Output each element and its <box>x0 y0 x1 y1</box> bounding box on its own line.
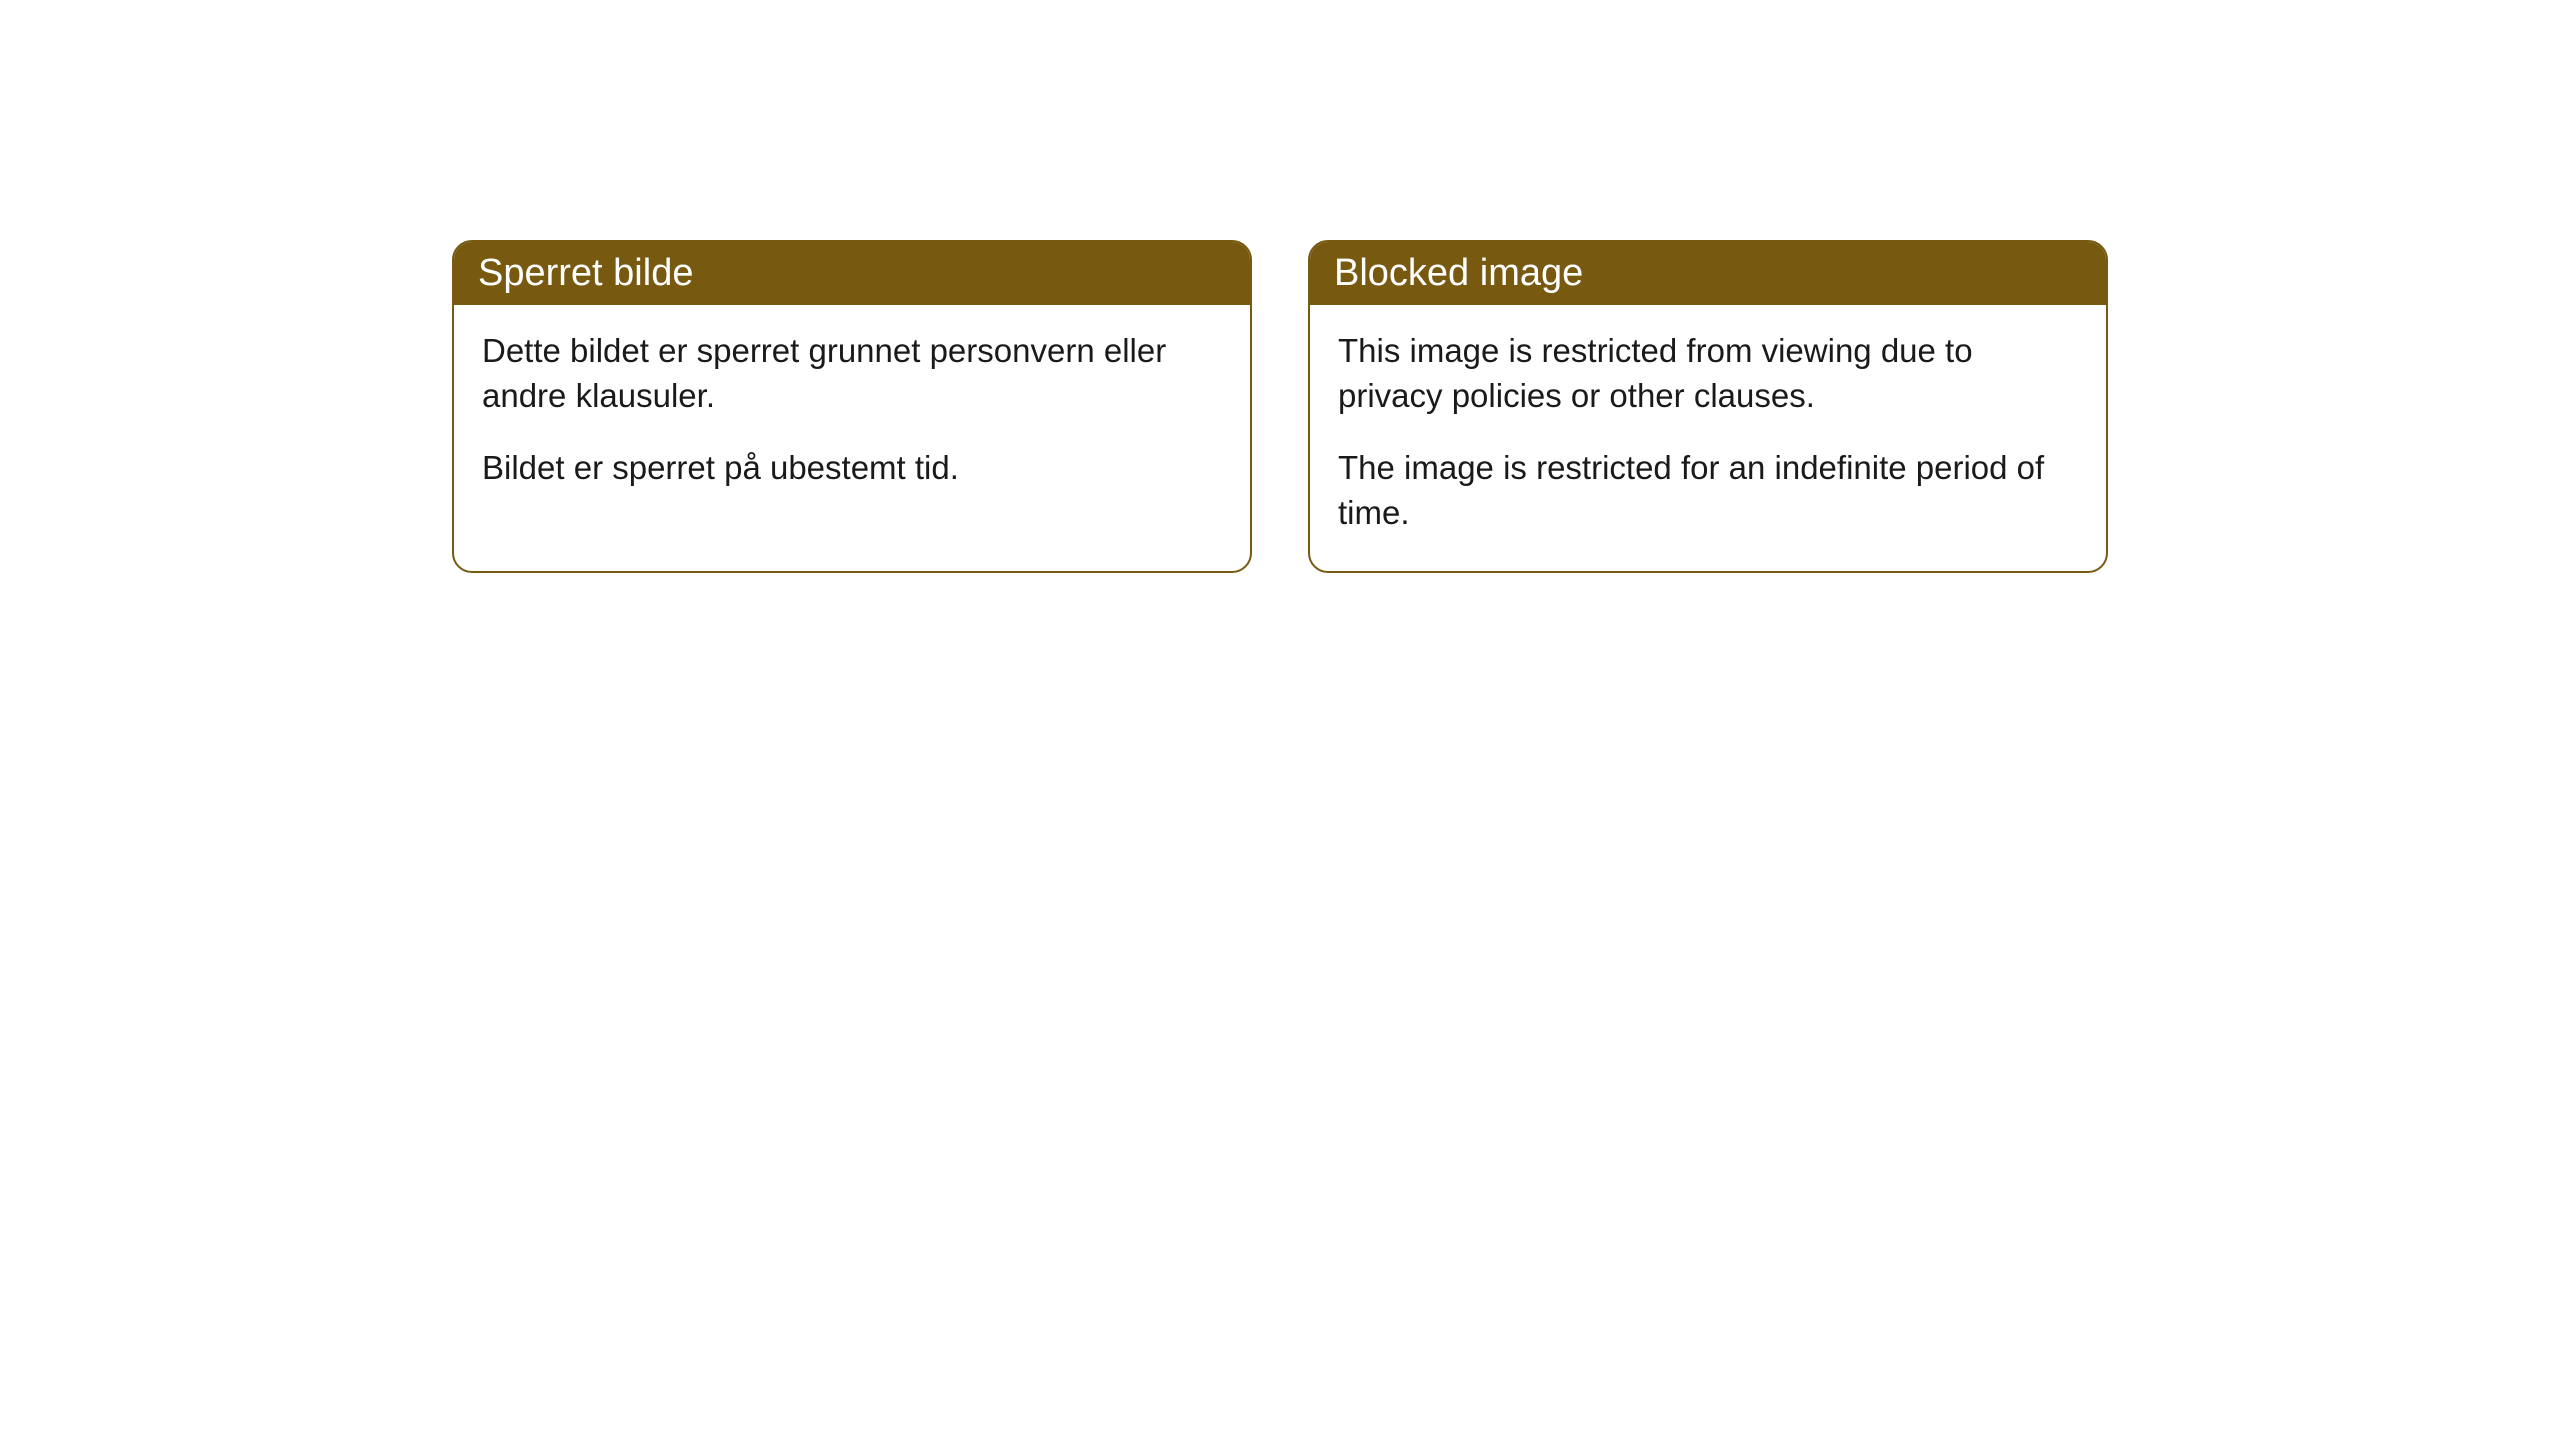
card-paragraph: The image is restricted for an indefinit… <box>1338 446 2078 535</box>
card-body: Dette bildet er sperret grunnet personve… <box>454 305 1250 527</box>
card-paragraph: Bildet er sperret på ubestemt tid. <box>482 446 1222 491</box>
card-paragraph: This image is restricted from viewing du… <box>1338 329 2078 418</box>
card-title: Blocked image <box>1334 252 1583 294</box>
card-header: Sperret bilde <box>454 242 1250 305</box>
card-body: This image is restricted from viewing du… <box>1310 305 2106 571</box>
card-header: Blocked image <box>1310 242 2106 305</box>
notice-card-norwegian: Sperret bilde Dette bildet er sperret gr… <box>452 240 1252 573</box>
notice-card-english: Blocked image This image is restricted f… <box>1308 240 2108 573</box>
notice-cards-container: Sperret bilde Dette bildet er sperret gr… <box>452 240 2560 573</box>
card-paragraph: Dette bildet er sperret grunnet personve… <box>482 329 1222 418</box>
card-title: Sperret bilde <box>478 252 693 294</box>
